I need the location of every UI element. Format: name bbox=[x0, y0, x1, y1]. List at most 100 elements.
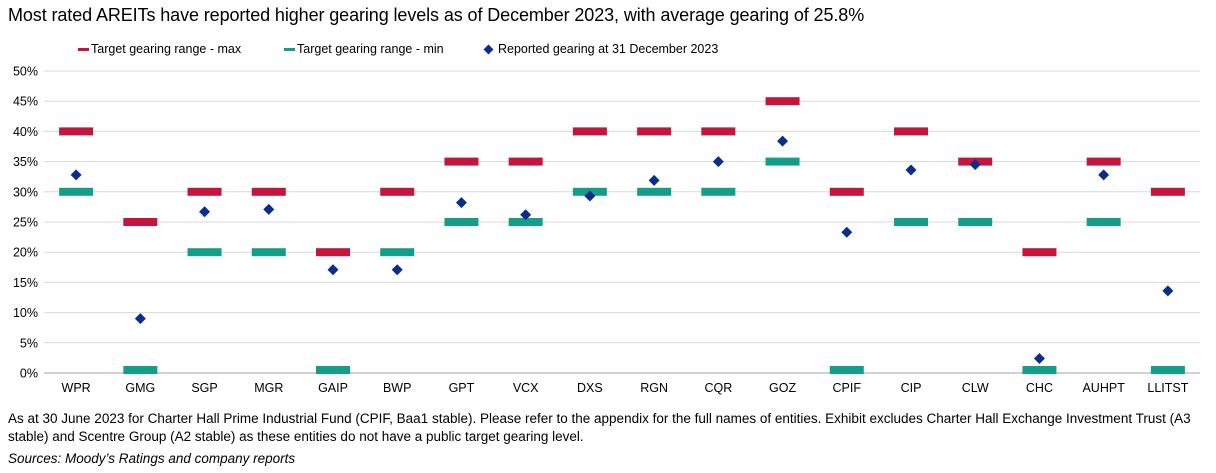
legend-max-label: Target gearing range - max bbox=[91, 42, 242, 56]
x-tick-label: CHC bbox=[1026, 381, 1053, 395]
min-marker bbox=[894, 218, 928, 226]
reported-marker bbox=[648, 174, 660, 186]
footnote: As at 30 June 2023 for Charter Hall Prim… bbox=[8, 411, 1191, 444]
min-marker bbox=[508, 218, 543, 226]
x-tick-label: CPIF bbox=[833, 381, 862, 395]
max-marker bbox=[316, 248, 350, 257]
reported-marker bbox=[1162, 285, 1174, 297]
y-tick-label: 40% bbox=[13, 125, 38, 139]
min-marker bbox=[1150, 366, 1185, 374]
x-tick-label: AUHPT bbox=[1082, 381, 1125, 395]
max-marker bbox=[829, 187, 864, 196]
legend-max-swatch bbox=[78, 47, 89, 51]
y-tick-label: 35% bbox=[13, 155, 38, 169]
max-marker bbox=[1150, 187, 1185, 196]
max-marker bbox=[508, 157, 543, 166]
reported-series bbox=[70, 135, 1174, 365]
reported-marker bbox=[777, 135, 789, 147]
reported-marker bbox=[327, 264, 339, 276]
reported-marker bbox=[969, 159, 981, 171]
grid-lines bbox=[44, 70, 1200, 374]
y-tick-label: 50% bbox=[13, 65, 38, 79]
y-tick-label: 0% bbox=[20, 367, 38, 381]
y-tick-label: 5% bbox=[20, 336, 38, 350]
reported-marker bbox=[391, 264, 403, 276]
max-marker bbox=[894, 127, 928, 136]
reported-marker bbox=[584, 190, 596, 202]
reported-marker bbox=[712, 156, 724, 168]
x-tick-label: CIP bbox=[901, 381, 922, 395]
y-tick-label: 25% bbox=[13, 216, 38, 230]
reported-marker bbox=[841, 226, 853, 238]
min-marker bbox=[380, 248, 415, 257]
legend-item-min: Target gearing range - min bbox=[284, 42, 444, 56]
x-tick-label: GMG bbox=[125, 381, 155, 395]
y-tick-label: 45% bbox=[13, 95, 38, 109]
min-marker bbox=[637, 187, 672, 196]
x-tick-label: BWP bbox=[383, 381, 411, 395]
x-tick-label: VCX bbox=[513, 381, 539, 395]
sources: Sources: Moody’s Ratings and company rep… bbox=[8, 451, 296, 466]
x-tick-label: RGN bbox=[640, 381, 668, 395]
min-marker bbox=[829, 366, 864, 374]
x-tick-label: GOZ bbox=[769, 381, 796, 395]
max-marker bbox=[59, 127, 94, 136]
x-tick-label: SGP bbox=[191, 381, 217, 395]
y-tick-label: 30% bbox=[13, 185, 38, 199]
legend-min-swatch bbox=[284, 47, 295, 51]
reported-marker bbox=[520, 209, 532, 221]
reported-marker bbox=[199, 206, 211, 218]
x-tick-label: CQR bbox=[704, 381, 732, 395]
max-marker bbox=[572, 127, 607, 136]
min-marker bbox=[701, 187, 736, 196]
reported-marker bbox=[70, 169, 82, 181]
legend-reported-swatch bbox=[483, 44, 494, 54]
max-series bbox=[59, 97, 1185, 257]
x-tick-label: GPT bbox=[449, 381, 475, 395]
max-marker bbox=[765, 97, 800, 106]
x-tick-label: CLW bbox=[962, 381, 989, 395]
x-tick-label: MGR bbox=[254, 381, 283, 395]
y-axis-ticks: 0% 5% 10% 15% 20% 25% 30% 35% 40% 45% 50% bbox=[13, 65, 38, 381]
y-tick-label: 15% bbox=[13, 276, 38, 290]
x-tick-label: WPR bbox=[62, 381, 91, 395]
min-marker bbox=[316, 366, 350, 374]
max-marker bbox=[444, 157, 479, 166]
min-marker bbox=[958, 218, 993, 226]
min-marker bbox=[1086, 218, 1121, 226]
chart-title: Most rated AREITs have reported higher g… bbox=[8, 5, 865, 25]
max-marker bbox=[251, 187, 286, 196]
min-series bbox=[59, 157, 1185, 374]
reported-marker bbox=[263, 203, 275, 215]
reported-marker bbox=[455, 197, 467, 209]
min-marker bbox=[187, 248, 222, 257]
reported-marker bbox=[905, 164, 917, 176]
min-marker bbox=[123, 366, 158, 374]
legend-item-reported: Reported gearing at 31 December 2023 bbox=[483, 42, 718, 56]
max-marker bbox=[701, 127, 736, 136]
min-marker bbox=[251, 248, 286, 257]
max-marker bbox=[1022, 248, 1057, 257]
min-marker bbox=[444, 218, 479, 226]
legend-min-label: Target gearing range - min bbox=[297, 42, 444, 56]
gearing-chart: 0% 5% 10% 15% 20% 25% 30% 35% 40% 45% 50% WPR GMG SG… bbox=[13, 65, 1200, 395]
max-marker bbox=[637, 127, 672, 136]
reported-marker bbox=[134, 313, 146, 325]
reported-marker bbox=[1098, 169, 1110, 181]
x-tick-label: DXS bbox=[577, 381, 603, 395]
min-marker bbox=[1022, 366, 1057, 374]
max-marker bbox=[380, 187, 415, 196]
legend-item-max: Target gearing range - max bbox=[78, 42, 241, 56]
max-marker bbox=[123, 218, 158, 226]
max-marker bbox=[1086, 157, 1121, 166]
max-marker bbox=[187, 187, 222, 196]
x-axis-ticks: WPR GMG SGP MGR GAIP BWP GPT VCX DXS RGN CQR GOZ CPI… bbox=[62, 381, 1189, 395]
reported-marker bbox=[1033, 353, 1045, 365]
min-marker bbox=[59, 187, 94, 196]
min-marker bbox=[765, 157, 800, 166]
x-tick-label: LLITST bbox=[1147, 381, 1188, 395]
legend-reported-label: Reported gearing at 31 December 2023 bbox=[498, 42, 719, 56]
x-tick-label: GAIP bbox=[318, 381, 348, 395]
y-tick-label: 10% bbox=[13, 306, 38, 320]
y-tick-label: 20% bbox=[13, 246, 38, 260]
